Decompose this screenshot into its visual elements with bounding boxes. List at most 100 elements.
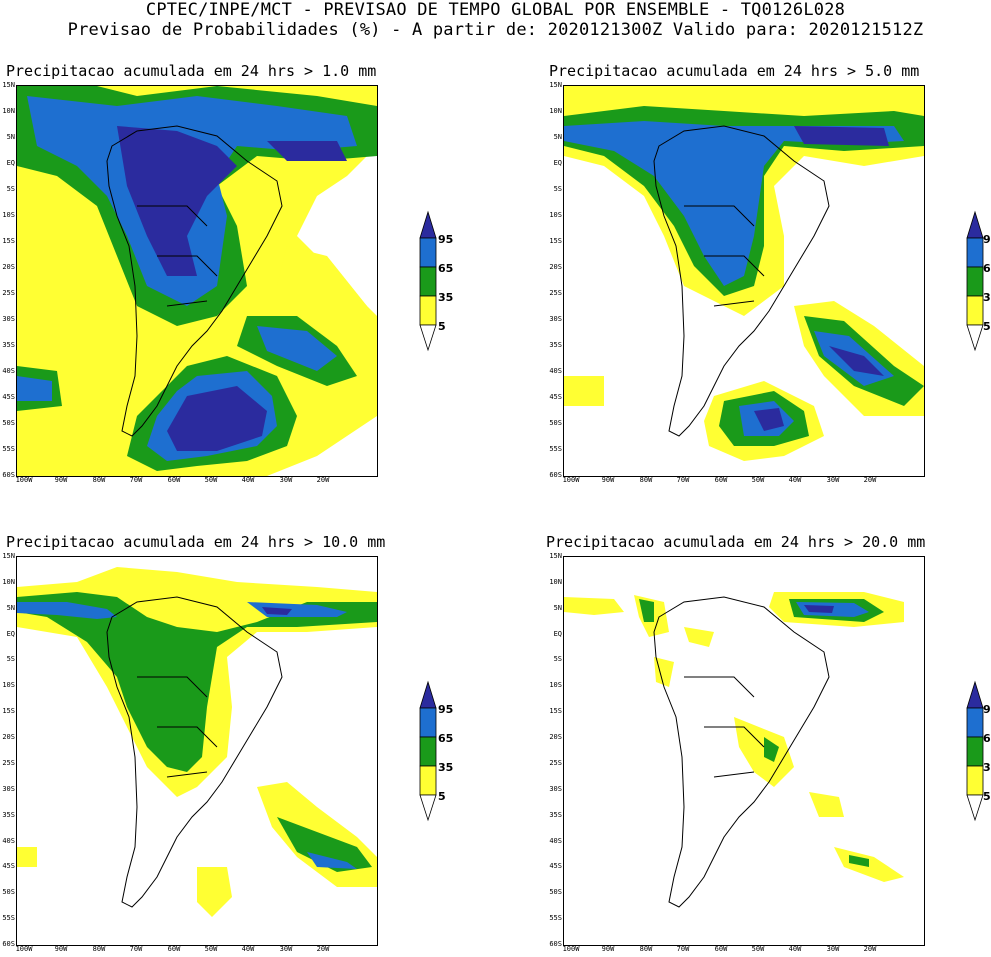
header-title-line1: CPTEC/INPE/MCT - PREVISAO DE TEMPO GLOBA… <box>145 0 846 20</box>
lon-tick-label: 30W <box>279 476 293 484</box>
lat-tick-label: 5N <box>553 133 562 141</box>
lat-tick-label: 60S <box>2 940 15 948</box>
lat-tick-label: EQ <box>553 159 562 167</box>
colorbar-label-95: 95 <box>438 233 454 246</box>
lon-tick-label: 90W <box>54 476 68 484</box>
lat-tick-label: 5S <box>553 185 562 193</box>
lat-tick-label: 55S <box>2 445 15 453</box>
lat-tick-label: 40S <box>2 367 15 375</box>
colorbar-label-35: 35 <box>983 761 991 774</box>
lon-tick-label: 70W <box>676 945 690 953</box>
colorbar-95-triangle <box>419 210 437 239</box>
lat-tick-label: 60S <box>549 940 562 948</box>
lat-tick-label: 15S <box>2 237 15 245</box>
lon-tick-label: 20W <box>863 945 877 953</box>
colorbar-label-35: 35 <box>983 291 991 304</box>
lon-tick-label: 100W <box>562 945 580 953</box>
lat-tick-label: 25S <box>2 759 15 767</box>
panel-2-coastlines <box>653 125 830 437</box>
colorbar-65-box <box>419 237 437 268</box>
colorbar-label-5: 5 <box>438 320 446 333</box>
lon-tick-label: 30W <box>826 476 840 484</box>
lat-tick-label: 20S <box>2 263 15 271</box>
colorbar-label-35: 35 <box>438 761 454 774</box>
lat-tick-label: 60S <box>2 471 15 479</box>
lat-tick-label: 60S <box>549 471 562 479</box>
lon-tick-label: 60W <box>167 945 181 953</box>
lon-tick-label: 70W <box>129 476 143 484</box>
lat-tick-label: 10N <box>549 578 562 586</box>
lon-tick-label: 40W <box>788 476 802 484</box>
lat-tick-label: 25S <box>549 759 562 767</box>
lat-tick-label: 5S <box>6 655 15 663</box>
header-title-line2: Previsao de Probabilidades (%) - A parti… <box>67 20 924 40</box>
lat-tick-label: 5N <box>6 133 15 141</box>
lon-tick-label: 80W <box>92 476 106 484</box>
lon-tick-label: 60W <box>714 945 728 953</box>
lat-tick-label: 10S <box>549 211 562 219</box>
panel-4-probability-fields <box>564 592 904 882</box>
panel-1-probability-fields <box>17 86 377 476</box>
lon-tick-label: 60W <box>167 476 181 484</box>
lon-tick-label: 80W <box>639 476 653 484</box>
colorbar-label-95: 95 <box>983 703 991 716</box>
lon-tick-label: 30W <box>826 945 840 953</box>
lat-tick-label: 45S <box>549 862 562 870</box>
lon-tick-label: 50W <box>751 476 765 484</box>
lat-tick-label: 20S <box>549 733 562 741</box>
lon-tick-label: 100W <box>15 476 33 484</box>
lat-tick-label: EQ <box>6 159 15 167</box>
lat-tick-label: 45S <box>2 862 15 870</box>
colorbar-label-5: 5 <box>983 790 991 803</box>
panel-1-title: Precipitacao acumulada em 24 hrs > 1.0 m… <box>6 62 377 80</box>
lon-tick-label: 50W <box>204 476 218 484</box>
lat-tick-label: 5S <box>553 655 562 663</box>
lat-tick-label: 40S <box>549 367 562 375</box>
lat-tick-label: 55S <box>549 445 562 453</box>
lat-tick-label: 10S <box>2 211 15 219</box>
lat-tick-label: 30S <box>2 315 15 323</box>
lon-tick-label: 70W <box>129 945 143 953</box>
lat-tick-label: 25S <box>549 289 562 297</box>
lat-tick-label: 35S <box>549 341 562 349</box>
panel-4-title: Precipitacao acumulada em 24 hrs > 20.0 … <box>546 533 926 551</box>
lat-tick-label: 45S <box>549 393 562 401</box>
lon-tick-label: 40W <box>241 476 255 484</box>
lat-tick-label: 5N <box>553 604 562 612</box>
lat-tick-label: 5N <box>6 604 15 612</box>
lon-tick-label: 30W <box>279 945 293 953</box>
lon-tick-label: 40W <box>788 945 802 953</box>
lat-tick-label: 55S <box>2 914 15 922</box>
panel-1-map <box>16 85 378 477</box>
lon-tick-label: 20W <box>316 476 330 484</box>
panel-3-map <box>16 556 378 946</box>
lon-tick-label: 50W <box>204 945 218 953</box>
lat-tick-label: 30S <box>2 785 15 793</box>
lat-tick-label: 15S <box>549 707 562 715</box>
lat-tick-label: 10S <box>2 681 15 689</box>
lat-tick-label: 35S <box>2 811 15 819</box>
lat-tick-label: 35S <box>549 811 562 819</box>
lat-tick-label: 10N <box>549 107 562 115</box>
lat-tick-label: EQ <box>553 630 562 638</box>
lat-tick-label: 30S <box>549 315 562 323</box>
lat-tick-label: 40S <box>2 837 15 845</box>
lat-tick-label: 20S <box>549 263 562 271</box>
lon-tick-label: 80W <box>92 945 106 953</box>
colorbar-label-95: 95 <box>438 703 454 716</box>
colorbar-label-95: 95 <box>983 233 991 246</box>
panel-4-map <box>563 556 925 946</box>
lat-tick-label: 10N <box>2 107 15 115</box>
lon-tick-label: 90W <box>601 945 615 953</box>
colorbar-top-left: 95 65 35 5 <box>418 210 478 360</box>
lat-tick-label: 10N <box>2 578 15 586</box>
colorbar-below-triangle <box>419 324 437 352</box>
lat-tick-label: 15N <box>2 81 15 89</box>
colorbar-label-65: 65 <box>983 262 991 275</box>
panel-3-title: Precipitacao acumulada em 24 hrs > 10.0 … <box>6 533 386 551</box>
lat-tick-label: 50S <box>2 888 15 896</box>
colorbar-35-box <box>419 266 437 297</box>
lat-tick-label: 25S <box>2 289 15 297</box>
lon-tick-label: 100W <box>15 945 33 953</box>
lat-tick-label: EQ <box>6 630 15 638</box>
